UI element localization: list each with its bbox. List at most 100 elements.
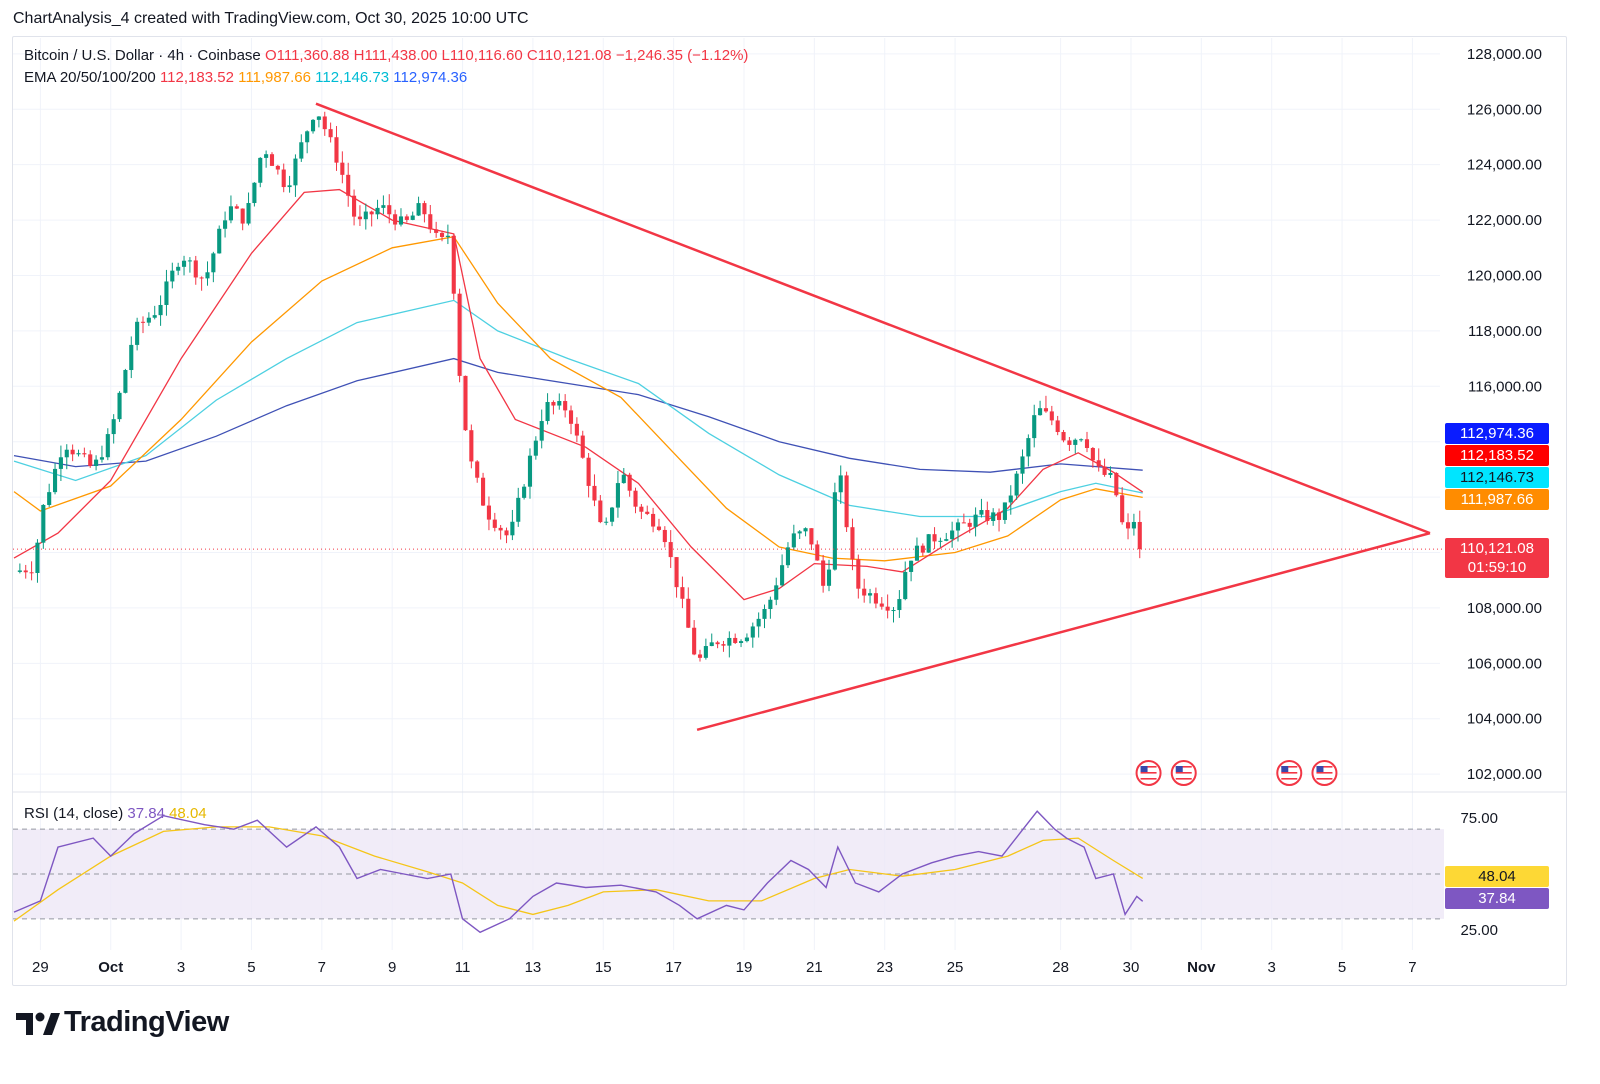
candle-body [1137,521,1142,550]
last-price-value: 110,121.08 [1460,540,1534,557]
candle-body [879,603,884,607]
candle-body [961,522,966,524]
time-tick-label: Oct [98,959,123,976]
rsi-tag: 37.84 [1445,888,1549,909]
candle-body [645,511,650,514]
ohlc-close: C110,121.08 [526,47,612,64]
ohlc-open: O111,360.88 [264,47,350,64]
ema-lines [13,188,1144,601]
ema200-line [13,357,1143,473]
candle-body [29,572,34,574]
candle-body [973,514,978,527]
candle-body [52,468,58,493]
candle-body [299,142,304,159]
ema20-line [13,188,1144,601]
candle-body [780,565,785,586]
candle-body [287,185,292,188]
candle-body [35,542,40,573]
candle-body [1084,439,1090,449]
candle-body [252,182,257,204]
price-tick-label: 128,000.00 [1467,46,1542,63]
candle-body [568,410,574,424]
candle-body [357,216,362,220]
candle-body [99,457,105,460]
candle-body [996,512,1002,520]
candle-body [826,569,832,586]
candle-body [1108,472,1113,475]
candle-body [393,214,398,225]
time-tick-label: 15 [595,959,612,976]
candle-body [293,158,298,186]
bar-countdown: 01:59:10 [1467,559,1527,576]
candle-body [897,599,902,611]
candle-body [404,216,409,220]
symbol-name: Bitcoin / U.S. Dollar · 4h · Coinbase [24,47,261,64]
ema20-price-tag: 112,183.52 [1445,445,1549,466]
candle-body [305,131,310,143]
candle-body [334,137,339,163]
candle-body [246,203,251,224]
rsi-value: 37.84 [127,805,165,822]
time-tick-label: 13 [525,959,542,976]
candle-body [979,510,984,515]
candle-body [744,637,749,642]
candle-body [434,229,439,233]
candle-body [797,531,802,534]
candle-body [850,527,855,560]
candle-body [1026,438,1031,457]
candle-body [1061,432,1066,441]
tradingview-logo[interactable]: TradingView [16,1006,229,1039]
ema-legend[interactable]: EMA 20/50/100/200 112,183.52 111,987.66 … [24,69,467,86]
time-tick-label: 5 [1338,959,1346,976]
rsi-ma-tag: 48.04 [1445,866,1549,887]
candle-body [867,593,873,596]
candle-body [615,483,620,508]
candle-body [522,486,527,498]
rsi-tick-label: 75.00 [1460,810,1498,827]
candle-body [510,521,515,536]
candle-body [23,570,28,573]
price-tick-label: 122,000.00 [1467,212,1542,229]
candle-body [844,475,849,528]
candle-body [1073,439,1078,445]
candle-body [580,435,585,458]
candle-body [639,506,644,512]
candle-body [205,272,210,279]
candle-body [733,637,738,643]
time-tick-label: 17 [665,959,682,976]
candle-body [88,454,93,466]
ema50-value: 111,987.66 [238,69,311,86]
candle-body [832,492,837,570]
candle-body [944,539,949,541]
candle-body [1067,440,1072,445]
candle-body [1038,408,1043,416]
candle-body [234,206,239,209]
price-tick-label: 126,000.00 [1467,101,1542,118]
candle-body [815,544,820,561]
candle-body [258,157,263,183]
ema200-value: 112,974.36 [393,69,468,86]
time-tick-label: 25 [947,959,964,976]
symbol-legend[interactable]: Bitcoin / U.S. Dollar · 4h · Coinbase O1… [24,47,748,64]
candle-body [909,560,914,572]
candle-body [627,474,632,491]
candle-body [686,598,691,628]
candle-body [1096,460,1101,467]
candle-body [387,205,392,215]
candle-body [164,281,169,305]
chart-header: ChartAnalysis_4 created with TradingView… [13,10,529,27]
candle-body [1102,466,1107,475]
rsi-label: RSI (14, close) [24,805,124,822]
candle-body [592,485,597,501]
time-tick-label: 30 [1123,959,1140,976]
candle-body [873,593,878,604]
candle-body [985,510,990,521]
rsi-legend[interactable]: RSI (14, close) 37.84 48.04 [24,805,207,822]
candle-body [674,557,679,588]
time-tick-label: 7 [318,959,326,976]
candle-body [903,571,908,600]
candle-body [950,530,955,540]
candle-body [891,610,896,612]
candle-body [64,449,69,458]
